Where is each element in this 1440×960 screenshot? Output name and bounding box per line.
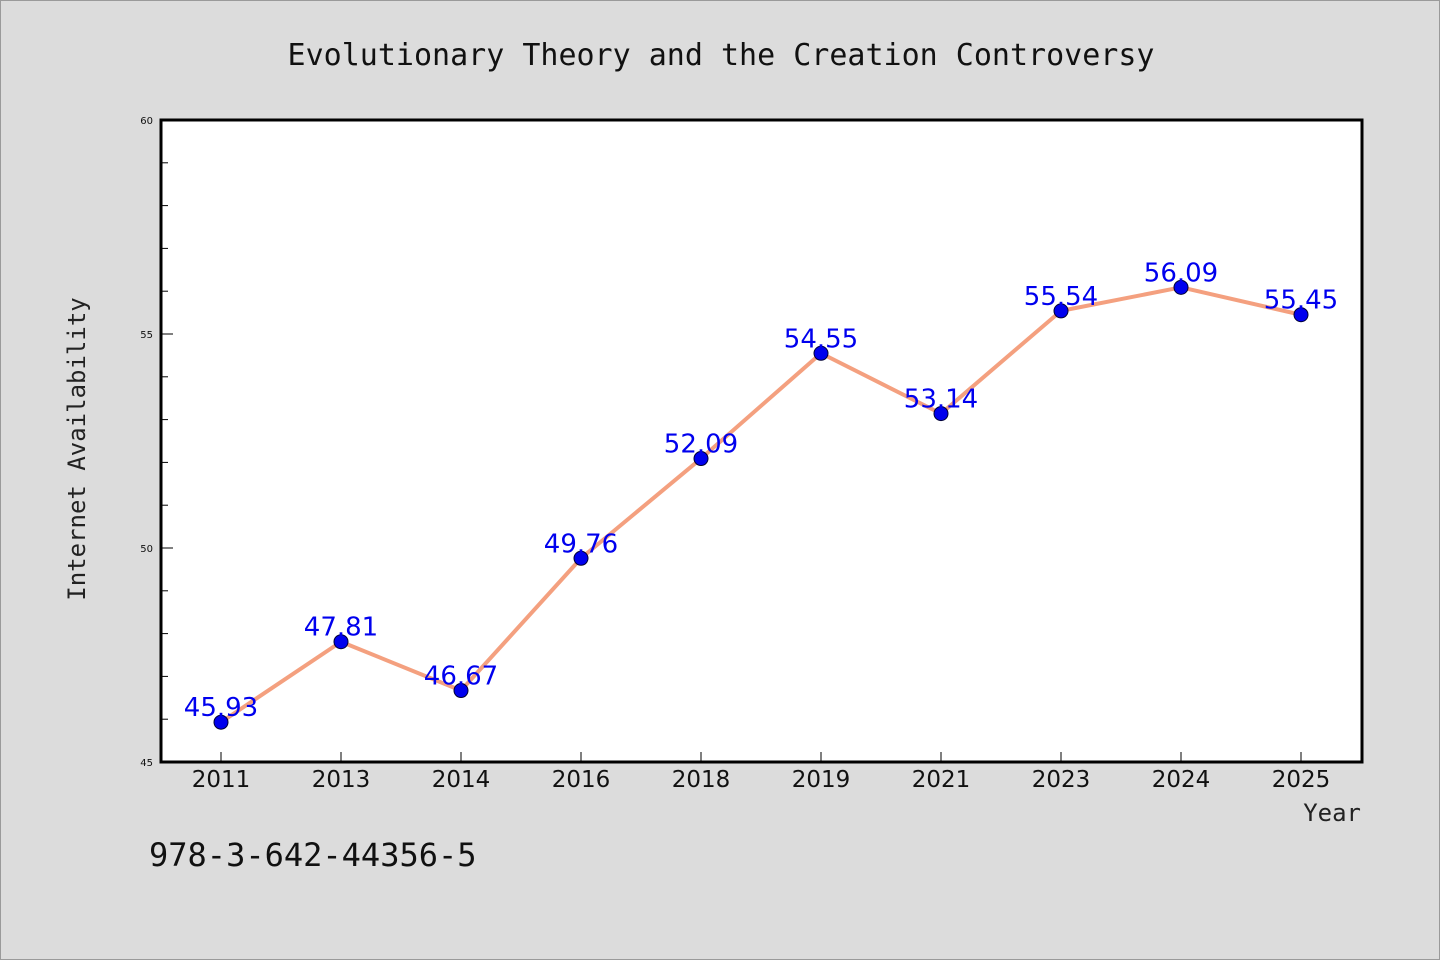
y-tick-label: 55 [140,330,153,341]
data-label: 49.76 [544,529,618,559]
data-labels: 45.93 47.81 46.67 49.76 52.09 54.55 53.14 55.54… [184,258,1338,723]
data-point [693,451,709,467]
data-label: 53.14 [904,385,978,415]
x-tick-label: 2023 [1032,767,1091,793]
data-label: 47.81 [304,613,378,643]
data-point [1173,279,1189,295]
data-label: 46.67 [424,662,498,692]
data-label: 52.09 [664,430,738,460]
x-tick-label: 2011 [192,767,251,793]
chart-title: Evolutionary Theory and the Creation Con… [288,38,1155,73]
x-tick-label: 2014 [432,767,491,793]
x-tick-label: 2019 [792,767,851,793]
plot-area [159,118,1364,764]
data-point [933,406,949,422]
series-line [219,285,1303,725]
data-point [453,683,469,699]
data-point [813,345,829,361]
data-point [1293,307,1309,323]
data-point [1053,303,1069,319]
y-axis-title: Internet Availability [63,297,91,600]
x-axis-title: Year [1303,799,1361,827]
x-tick-label: 2021 [912,767,971,793]
y-tick-label: 60 [140,116,153,127]
x-tick-label: 2013 [312,767,371,793]
data-point [573,550,589,566]
data-point [213,714,229,730]
data-label: 55.45 [1264,286,1338,316]
y-tick-label: 50 [140,544,153,555]
data-label: 54.55 [784,324,858,354]
x-tick-label: 2018 [672,767,731,793]
x-tick-label: 2025 [1272,767,1331,793]
y-axis: 45 50 55 60 [140,116,173,769]
y-tick-label: 45 [140,758,153,769]
data-label: 56.09 [1144,258,1218,288]
data-label: 55.54 [1024,282,1098,312]
data-point [333,634,349,650]
x-tick-label: 2016 [552,767,611,793]
x-axis: 2011 2013 2014 2016 2018 2019 2021 2023 2024 2025 [192,752,1331,793]
x-tick-label: 2024 [1152,767,1211,793]
data-series [213,279,1309,730]
data-label: 45.93 [184,693,258,723]
isbn-footer: 978-3-642-44356-5 [149,836,477,874]
